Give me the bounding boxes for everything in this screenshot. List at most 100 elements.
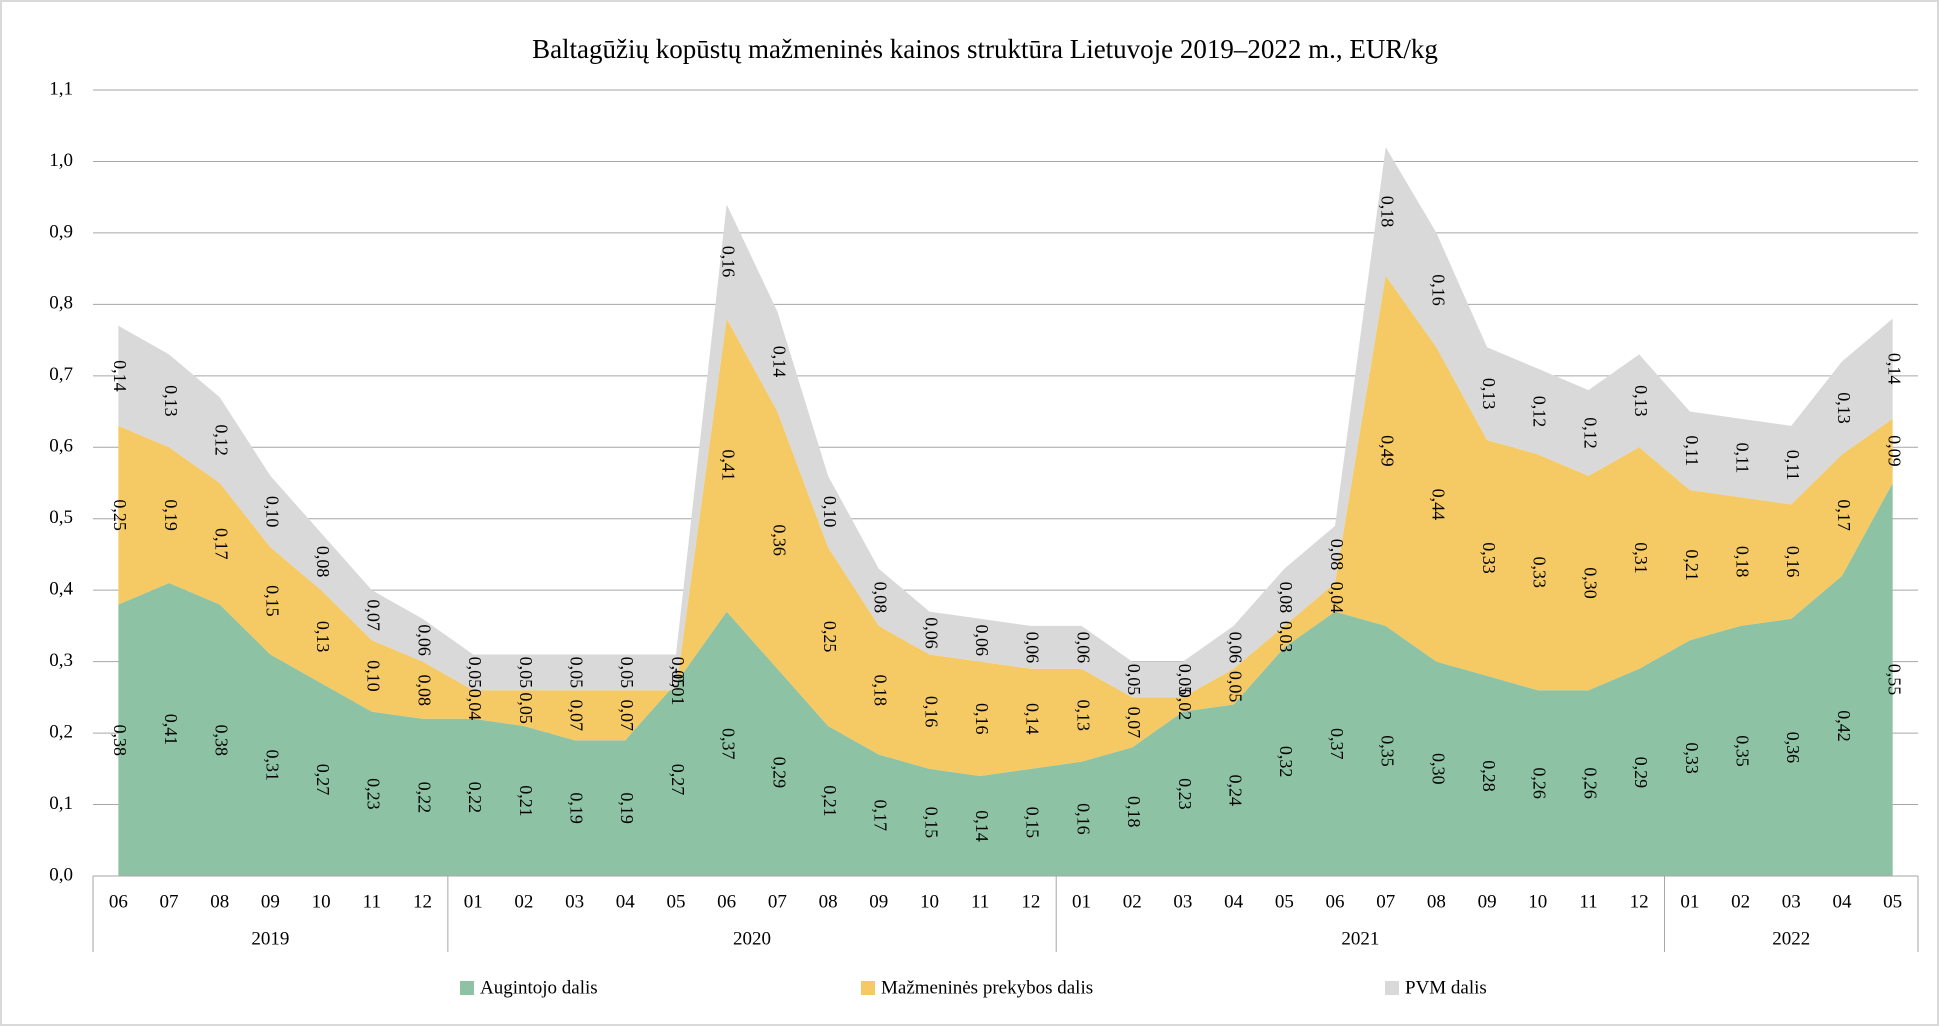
value-label: 0,17 [212,528,232,560]
x-group-label: 2019 [251,928,289,949]
value-label: 0,13 [1834,392,1854,424]
value-label: 0,31 [262,749,282,781]
y-tick-label: 0,9 [49,221,73,242]
y-tick-label: 0,1 [49,793,73,814]
value-label: 0,33 [1479,542,1499,574]
value-label: 0,21 [516,785,536,817]
value-label: 0,38 [110,724,130,756]
x-tick-label: 03 [565,891,584,912]
value-label: 0,18 [871,674,891,706]
value-label: 0,16 [972,703,992,735]
value-label: 0,37 [719,728,739,760]
value-label: 0,06 [921,617,941,649]
value-label: 0,28 [1479,760,1499,792]
value-label: 0,05 [668,657,688,689]
x-tick-label: 04 [616,891,636,912]
y-tick-label: 0,0 [49,864,73,885]
value-label: 0,27 [668,764,688,796]
y-tick-label: 0,7 [49,364,73,385]
x-group-label: 2022 [1772,928,1810,949]
x-tick-label: 05 [1275,891,1294,912]
value-label: 0,22 [465,782,485,814]
value-label: 0,05 [1124,664,1144,696]
value-label: 0,05 [516,692,536,724]
x-tick-label: 11 [971,891,989,912]
area [118,147,1893,698]
x-tick-label: 06 [717,891,736,912]
value-label: 0,25 [110,499,130,531]
value-label: 0,02 [1175,689,1195,721]
value-label: 0,18 [1732,546,1752,578]
value-label: 0,05 [1226,671,1246,703]
x-group-label: 2020 [733,928,771,949]
value-label: 0,36 [769,524,789,556]
x-tick-label: 06 [1326,891,1345,912]
x-tick-label: 07 [768,891,787,912]
value-label: 0,16 [719,246,739,278]
value-label: 0,55 [1885,664,1905,696]
value-label: 0,13 [1479,378,1499,410]
x-tick-label: 10 [312,891,331,912]
value-label: 0,07 [364,599,384,631]
value-label: 0,13 [161,385,181,417]
value-label: 0,08 [1327,539,1347,571]
x-tick-label: 11 [1579,891,1597,912]
value-label: 0,30 [1580,567,1600,599]
x-tick-label: 03 [1782,891,1801,912]
x-tick-label: 11 [363,891,381,912]
value-label: 0,23 [1175,778,1195,810]
value-label: 0,14 [769,346,789,378]
value-label: 0,14 [972,810,992,842]
value-label: 0,05 [516,657,536,689]
value-label: 0,16 [921,696,941,728]
value-label: 0,44 [1428,489,1448,521]
value-label: 0,09 [1885,435,1905,467]
value-label: 0,24 [1226,775,1246,807]
y-tick-label: 0,3 [49,650,73,671]
value-label: 0,37 [1327,728,1347,760]
value-label: 0,31 [1631,542,1651,574]
value-label: 0,05 [1175,664,1195,696]
value-label: 0,06 [1226,632,1246,664]
value-label: 0,11 [1682,435,1702,466]
x-tick-label: 06 [109,891,128,912]
value-label: 0,11 [1732,443,1752,474]
x-tick-label: 01 [464,891,483,912]
value-label: 0,06 [1073,632,1093,664]
y-tick-label: 1,0 [49,150,73,171]
value-label: 0,05 [465,657,485,689]
value-label: 0,06 [1023,632,1043,664]
value-label: 0,08 [1276,582,1296,614]
value-label: 0,17 [1834,499,1854,531]
value-label: 0,42 [1834,710,1854,742]
legend-label: PVM dalis [1405,977,1487,998]
value-label: 0,15 [1023,807,1043,839]
x-tick-label: 10 [920,891,939,912]
area [118,483,1893,876]
value-label: 0,08 [313,546,333,578]
value-label: 0,03 [1276,621,1296,653]
value-label: 0,26 [1580,767,1600,799]
value-label: 0,33 [1682,742,1702,774]
x-tick-label: 10 [1528,891,1547,912]
y-tick-label: 1,1 [49,78,73,99]
value-label: 0,07 [566,699,586,731]
value-label: 0,07 [1124,707,1144,739]
value-label: 0,12 [1530,396,1550,428]
value-label: 0,14 [1885,353,1905,385]
x-tick-label: 12 [1021,891,1040,912]
x-tick-label: 05 [666,891,685,912]
value-label: 0,05 [617,657,637,689]
value-label: 0,33 [1530,557,1550,589]
value-label: 0,12 [212,424,232,456]
legend-label: Mažmeninės prekybos dalis [881,977,1093,998]
value-label: 0,14 [110,360,130,392]
value-label: 0,18 [1124,796,1144,828]
x-tick-label: 09 [869,891,888,912]
legend-swatch [460,981,474,995]
x-tick-label: 04 [1832,891,1852,912]
value-label: 0,35 [1378,735,1398,767]
value-label: 0,35 [1732,735,1752,767]
value-label: 0,13 [313,621,333,653]
